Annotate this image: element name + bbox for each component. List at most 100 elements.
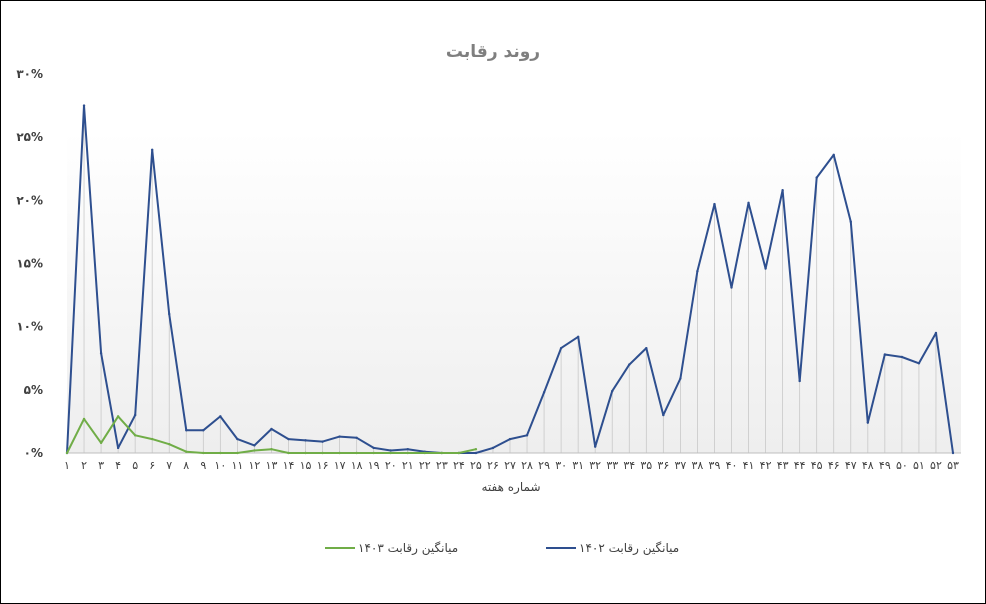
- data-point: [202, 451, 205, 455]
- data-point: [321, 440, 324, 443]
- data-point: [474, 448, 478, 451]
- data-point: [219, 451, 222, 455]
- data-point: [508, 437, 512, 441]
- data-point: [82, 104, 86, 107]
- x-tick-label: ۴۴: [794, 459, 806, 472]
- data-point: [798, 379, 801, 383]
- data-point: [185, 450, 188, 453]
- data-point: [304, 451, 307, 455]
- x-axis-ticks: ۱ ۲ ۳ ۴ ۵ ۶ ۷ ۸ ۹ ۱۰ ۱۱ ۱۲ ۱۳ ۱۴ ۱۵ ۱۶ ۱۷ ۱۸ ۱۹ ۲۰ ۲۱ ۲۲ ۲۳ ۲۴ ۲…: [64, 459, 959, 472]
- x-tick-label: ۹: [200, 459, 206, 472]
- x-tick-label: ۳۴: [623, 459, 635, 472]
- x-tick-label: ۴۹: [879, 459, 891, 472]
- data-point: [116, 415, 120, 418]
- x-tick-label: ۸: [183, 459, 189, 472]
- data-point: [832, 153, 835, 157]
- x-tick-label: ۵۰: [896, 459, 908, 472]
- data-point: [338, 435, 341, 438]
- data-point: [185, 429, 188, 432]
- x-tick-label: ۳۲: [589, 459, 601, 472]
- data-point: [576, 335, 580, 338]
- data-point: [355, 436, 358, 440]
- data-point: [202, 429, 205, 432]
- plot-area-background: [67, 131, 961, 453]
- data-point: [559, 346, 563, 350]
- data-point: [934, 331, 938, 335]
- data-point: [747, 201, 750, 205]
- x-tick-label: ۲۲: [419, 459, 431, 472]
- data-point: [304, 439, 307, 442]
- data-point: [253, 449, 256, 452]
- y-tick-label: ۱۰%: [16, 320, 43, 334]
- data-point: [253, 444, 256, 447]
- data-point: [696, 269, 699, 273]
- data-point: [150, 437, 154, 441]
- data-point: [593, 445, 597, 448]
- data-point: [730, 286, 733, 289]
- x-tick-label: ۱: [64, 459, 70, 472]
- series-lines: [65, 104, 955, 455]
- y-tick-label: ۲۵%: [16, 130, 43, 144]
- y-tick-label: ۵%: [24, 383, 43, 397]
- data-point: [474, 451, 478, 455]
- x-tick-label: ۲۵: [470, 459, 482, 472]
- x-tick-label: ۲: [81, 459, 87, 472]
- x-tick-label: ۵۱: [913, 459, 925, 472]
- data-point: [236, 451, 239, 455]
- data-point: [65, 451, 69, 455]
- x-tick-label: ۱۶: [317, 459, 329, 472]
- data-point: [491, 446, 495, 450]
- x-tick-label: ۱۷: [334, 459, 346, 472]
- data-point: [645, 346, 648, 350]
- data-point: [168, 312, 171, 316]
- data-point: [900, 355, 904, 359]
- data-point: [457, 451, 461, 455]
- x-tick-label: ۱۰: [214, 459, 226, 472]
- data-point: [236, 437, 239, 441]
- data-point: [270, 448, 273, 451]
- data-point: [150, 148, 154, 151]
- data-point: [82, 417, 86, 421]
- x-tick-label: ۵۳: [947, 459, 959, 472]
- x-tick-label: ۴۳: [777, 459, 789, 472]
- data-point: [287, 451, 290, 455]
- x-tick-label: ۱۹: [368, 459, 380, 472]
- x-tick-label: ۲۳: [436, 459, 448, 472]
- x-tick-label: ۲۴: [453, 459, 465, 472]
- data-point: [662, 413, 665, 417]
- legend: میانگین رقابت ۱۴۰۲ میانگین رقابت ۱۴۰۳: [325, 541, 679, 556]
- data-point: [338, 451, 341, 455]
- x-tick-label: ۴۵: [811, 459, 823, 472]
- x-tick-label: ۲۹: [538, 459, 550, 472]
- x-tick-label: ۲۱: [402, 459, 414, 472]
- data-point: [628, 363, 631, 366]
- x-tick-label: ۱۸: [351, 459, 363, 472]
- data-point: [133, 434, 137, 437]
- y-tick-label: ۳۰%: [16, 67, 43, 81]
- data-point: [219, 415, 222, 418]
- x-tick-label: ۱۲: [249, 459, 261, 472]
- x-tick-label: ۳۱: [572, 459, 584, 472]
- data-point: [389, 449, 392, 452]
- x-axis-label: شماره هفته: [482, 480, 541, 495]
- x-tick-label: ۶: [149, 459, 155, 472]
- data-point: [389, 451, 392, 455]
- data-point: [611, 389, 614, 393]
- x-tick-label: ۴۱: [743, 459, 755, 472]
- x-tick-label: ۲۰: [385, 459, 397, 472]
- data-point: [679, 377, 682, 380]
- data-point: [116, 446, 120, 450]
- x-tick-label: ۵۲: [930, 459, 942, 472]
- y-tick-label: ۲۰%: [16, 193, 43, 207]
- data-point: [951, 451, 955, 455]
- x-tick-label: ۳۰: [555, 459, 567, 472]
- data-point: [525, 434, 529, 437]
- data-point: [168, 442, 171, 446]
- x-tick-label: ۳۹: [709, 459, 721, 472]
- x-tick-label: ۵: [132, 459, 138, 472]
- data-point: [883, 353, 887, 356]
- x-tick-label: ۴۰: [726, 459, 738, 472]
- x-tick-label: ۴: [115, 459, 121, 472]
- data-point: [713, 202, 716, 206]
